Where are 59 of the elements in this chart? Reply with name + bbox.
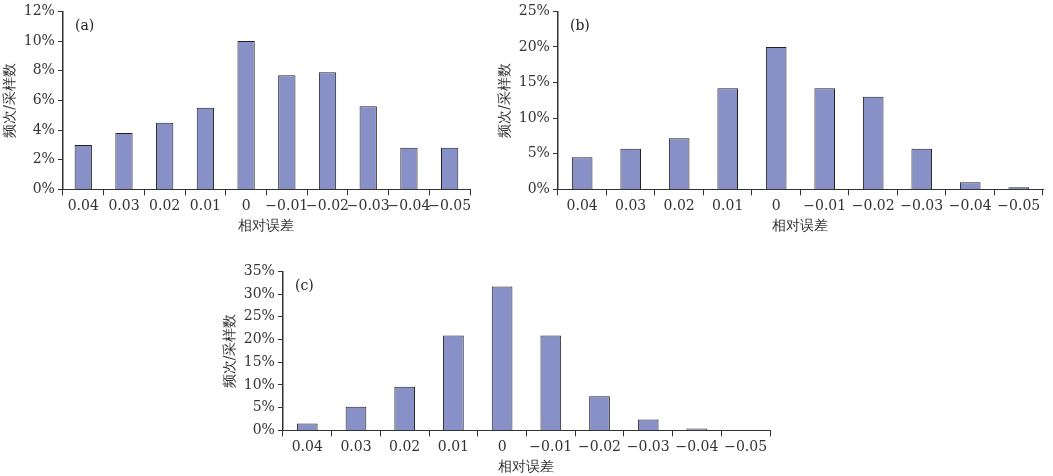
y-tick-label: 10% [23,31,55,48]
x-tick-label: 0.04 [67,197,99,214]
y-tick-label: 5% [252,398,275,415]
y-tick-label: 20% [243,330,275,347]
x-axis-title: 相对误差 [772,217,829,234]
x-tick-label: −0.02 [851,197,895,214]
y-tick-label: 0% [32,180,55,197]
y-tick-label: 10% [518,108,550,125]
y-tick-label: 25% [243,307,275,324]
y-tick-label: 20% [518,37,550,54]
x-tick-label: −0.04 [948,197,992,214]
x-tick-label: −0.05 [724,438,768,455]
x-tick-label: −0.01 [803,197,847,214]
x-tick-label: 0.04 [291,438,323,455]
x-tick-label: −0.01 [265,197,309,214]
x-tick-label: 0.02 [663,197,695,214]
x-tick-label: 0.03 [340,438,372,455]
x-tick-label: 0 [497,438,507,455]
x-tick-label: 0.01 [189,197,221,214]
x-tick-label: 0.03 [615,197,647,214]
y-tick-label: 0% [527,180,550,197]
x-axis-title: 相对误差 [498,458,555,475]
x-tick-label: −0.02 [578,438,621,455]
y-tick-label: 35% [243,262,275,279]
x-tick-label: −0.01 [529,438,573,455]
y-tick-label: 15% [243,352,275,369]
x-tick-label: −0.05 [997,197,1041,214]
x-tick-label: 0.02 [389,438,421,455]
x-tick-label: 0 [771,197,781,214]
x-tick-label: −0.04 [387,197,431,214]
x-tick-label: 0.04 [566,197,598,214]
x-tick-label: 0 [241,197,251,214]
y-tick-label: 30% [243,284,275,301]
y-axis-title: 频次/采样数 [496,63,513,138]
y-tick-label: 5% [527,144,550,161]
y-tick-label: 25% [518,2,550,19]
x-tick-label: −0.02 [306,197,349,214]
y-tick-label: 6% [32,91,55,108]
y-tick-label: 15% [518,73,550,90]
x-tick-label: −0.03 [626,438,670,455]
x-axis-title: 相对误差 [238,217,295,234]
y-tick-label: 0% [252,421,275,438]
y-tick-label: 8% [32,61,55,78]
annotation: (b) [569,17,590,34]
y-tick-label: 12% [23,2,55,19]
y-tick-label: 4% [32,120,55,137]
y-axis-title: 频次/采样数 [221,313,238,389]
x-tick-label: 0.01 [712,197,744,214]
x-tick-label: 0.03 [108,197,140,214]
x-tick-label: −0.04 [675,438,719,455]
x-tick-label: 0.02 [149,197,181,214]
x-tick-label: −0.03 [900,197,944,214]
x-tick-label: 0.01 [437,438,469,455]
y-tick-label: 2% [32,150,55,167]
y-tick-label: 10% [243,375,275,392]
x-tick-label: −0.05 [428,197,472,214]
annotation: (a) [74,17,95,34]
annotation: (c) [294,277,314,294]
y-axis-title: 频次/采样数 [1,63,18,138]
